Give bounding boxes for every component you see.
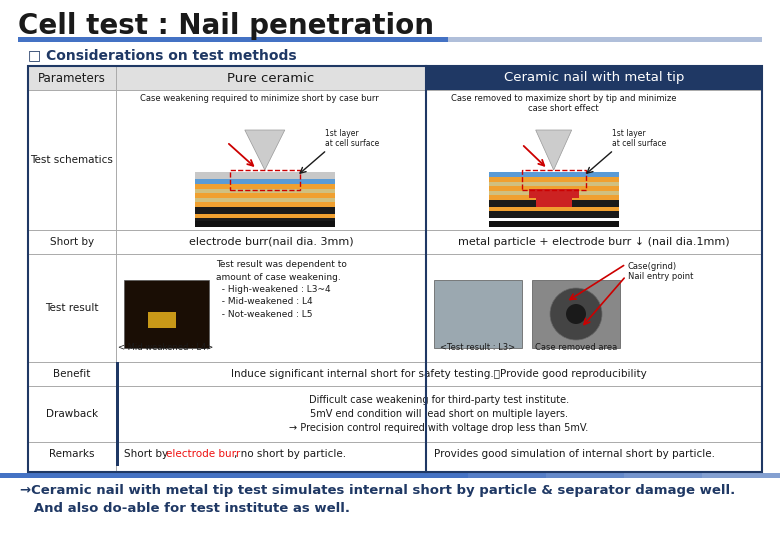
- Bar: [195, 207, 335, 214]
- Text: Benefit: Benefit: [53, 369, 90, 379]
- Text: Case(grind)
Nail entry point: Case(grind) Nail entry point: [628, 262, 693, 281]
- Bar: [195, 193, 335, 198]
- Bar: [489, 186, 619, 191]
- Bar: [195, 184, 335, 189]
- Circle shape: [550, 288, 602, 340]
- Text: Provides good simulation of internal short by particle.: Provides good simulation of internal sho…: [434, 449, 715, 459]
- Bar: [116, 386, 119, 442]
- Bar: [0, 473, 780, 478]
- Text: metal particle + electrode burr ↓ (nail dia.1mm): metal particle + electrode burr ↓ (nail …: [458, 237, 730, 247]
- Bar: [28, 66, 762, 472]
- Bar: [124, 280, 209, 348]
- Bar: [18, 37, 448, 42]
- Text: Induce significant internal short for safety testing.　Provide good reproducibili: Induce significant internal short for sa…: [231, 369, 647, 379]
- Bar: [489, 211, 619, 218]
- Bar: [489, 177, 619, 182]
- Bar: [195, 179, 335, 184]
- Bar: [195, 198, 335, 202]
- Bar: [448, 37, 762, 42]
- Bar: [28, 66, 116, 90]
- Text: Parameters: Parameters: [38, 71, 106, 84]
- Text: 1st layer
at cell surface: 1st layer at cell surface: [612, 129, 666, 148]
- Bar: [489, 191, 619, 195]
- Text: <Test result : L3>: <Test result : L3>: [441, 343, 516, 352]
- Bar: [116, 362, 119, 386]
- Circle shape: [566, 304, 586, 324]
- Text: Cell test : Nail penetration: Cell test : Nail penetration: [18, 12, 434, 40]
- Bar: [532, 280, 620, 348]
- Text: Drawback: Drawback: [46, 409, 98, 419]
- Text: Remarks: Remarks: [49, 449, 94, 459]
- Bar: [148, 312, 176, 328]
- Bar: [434, 280, 522, 348]
- Text: Short by: Short by: [50, 237, 94, 247]
- Text: Ceramic nail with metal tip: Ceramic nail with metal tip: [504, 71, 684, 84]
- Bar: [489, 207, 619, 211]
- Bar: [702, 473, 780, 478]
- Bar: [489, 195, 619, 200]
- Text: Test result: Test result: [45, 303, 99, 313]
- Text: , no short by particle.: , no short by particle.: [234, 449, 346, 459]
- Bar: [522, 170, 586, 190]
- Bar: [156, 473, 234, 478]
- Text: electrode burr: electrode burr: [166, 449, 240, 459]
- Bar: [489, 221, 619, 227]
- Text: Case removed area: Case removed area: [535, 343, 617, 352]
- Text: Short by: Short by: [124, 449, 172, 459]
- Polygon shape: [245, 130, 285, 170]
- Bar: [426, 66, 762, 90]
- Bar: [195, 214, 335, 218]
- Bar: [624, 473, 702, 478]
- Text: 1st layer
at cell surface: 1st layer at cell surface: [324, 129, 379, 148]
- Text: < Mid weakened : L4>: < Mid weakened : L4>: [119, 343, 214, 352]
- Bar: [230, 170, 300, 190]
- Bar: [390, 473, 468, 478]
- Polygon shape: [536, 130, 572, 170]
- Bar: [78, 473, 156, 478]
- Bar: [489, 172, 619, 177]
- Bar: [234, 473, 312, 478]
- Bar: [489, 200, 619, 207]
- Text: And also do-able for test institute as well.: And also do-able for test institute as w…: [20, 502, 350, 515]
- Text: □ Considerations on test methods: □ Considerations on test methods: [28, 48, 296, 62]
- Text: Pure ceramic: Pure ceramic: [228, 71, 314, 84]
- Bar: [489, 182, 619, 186]
- Bar: [0, 473, 78, 478]
- Bar: [529, 189, 579, 198]
- Bar: [195, 189, 335, 193]
- Bar: [116, 66, 426, 90]
- Bar: [546, 473, 624, 478]
- Bar: [195, 221, 335, 227]
- Text: →Ceramic nail with metal tip test simulates internal short by particle & separat: →Ceramic nail with metal tip test simula…: [20, 484, 736, 497]
- Text: Case weakening required to minimize short by case burr: Case weakening required to minimize shor…: [140, 94, 379, 103]
- Text: Test result was dependent to
amount of case weakening.
  - High-weakened : L3~4
: Test result was dependent to amount of c…: [216, 260, 347, 319]
- Text: Test schematics: Test schematics: [30, 155, 113, 165]
- Bar: [468, 473, 546, 478]
- Bar: [312, 473, 390, 478]
- Text: electrode burr(nail dia. 3mm): electrode burr(nail dia. 3mm): [189, 237, 353, 247]
- Bar: [195, 202, 335, 207]
- Bar: [195, 172, 335, 179]
- Bar: [116, 442, 119, 466]
- Text: Difficult case weakening for third-party test institute.
5mV end condition will : Difficult case weakening for third-party…: [289, 395, 589, 433]
- Bar: [536, 197, 572, 207]
- Text: Case removed to maximize short by tip and minimize
case short effect: Case removed to maximize short by tip an…: [451, 94, 676, 113]
- Bar: [195, 218, 335, 225]
